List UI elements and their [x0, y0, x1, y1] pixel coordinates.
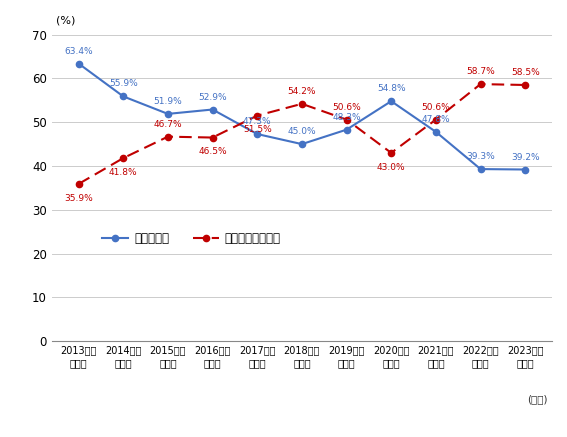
Text: 63.4%: 63.4%: [64, 47, 93, 55]
Text: 43.0%: 43.0%: [377, 163, 405, 171]
確保できなかった: [164, 134, 171, 139]
Text: 46.7%: 46.7%: [154, 120, 182, 129]
確保できた: [298, 142, 305, 147]
確保できた: [343, 127, 350, 132]
Text: 50.6%: 50.6%: [332, 103, 361, 112]
Text: 58.5%: 58.5%: [511, 68, 540, 77]
Text: 47.8%: 47.8%: [421, 115, 450, 124]
確保できなかった: [388, 150, 395, 156]
確保できなかった: [120, 156, 126, 161]
確保できなかった: [209, 135, 216, 140]
Text: 46.5%: 46.5%: [198, 147, 227, 156]
確保できなかった: [298, 101, 305, 107]
確保できなかった: [75, 181, 82, 187]
確保できなかった: [254, 113, 261, 118]
Text: 48.3%: 48.3%: [332, 113, 361, 122]
確保できた: [433, 129, 439, 135]
確保できた: [75, 61, 82, 66]
Text: 45.0%: 45.0%: [287, 127, 316, 136]
Legend: 確保できた, 確保できなかった: 確保できた, 確保できなかった: [98, 227, 285, 250]
Text: 41.8%: 41.8%: [109, 168, 138, 177]
Text: (%): (%): [56, 16, 75, 26]
確保できた: [388, 99, 395, 104]
Text: 58.7%: 58.7%: [466, 67, 495, 76]
確保できなかった: [433, 117, 439, 122]
Text: 35.9%: 35.9%: [64, 194, 93, 203]
確保できなかった: [477, 81, 484, 87]
Text: 39.3%: 39.3%: [466, 152, 495, 161]
Line: 確保できなかった: 確保できなかった: [75, 81, 528, 187]
Text: 51.9%: 51.9%: [154, 97, 182, 106]
確保できた: [164, 111, 171, 117]
Text: 51.5%: 51.5%: [243, 125, 272, 134]
Text: (実績): (実績): [527, 394, 548, 404]
Text: 55.9%: 55.9%: [109, 80, 138, 88]
Text: 39.2%: 39.2%: [511, 153, 540, 162]
Text: 54.8%: 54.8%: [377, 84, 405, 94]
Text: 50.6%: 50.6%: [421, 103, 450, 112]
確保できた: [120, 94, 126, 99]
Text: 54.2%: 54.2%: [287, 87, 316, 96]
確保できた: [522, 167, 528, 172]
Text: 47.3%: 47.3%: [243, 117, 272, 126]
確保できた: [209, 107, 216, 112]
Line: 確保できた: 確保できた: [75, 60, 528, 173]
確保できなかった: [522, 82, 528, 87]
確保できた: [254, 132, 261, 137]
Text: 52.9%: 52.9%: [198, 93, 227, 102]
確保できた: [477, 166, 484, 172]
確保できなかった: [343, 117, 350, 122]
